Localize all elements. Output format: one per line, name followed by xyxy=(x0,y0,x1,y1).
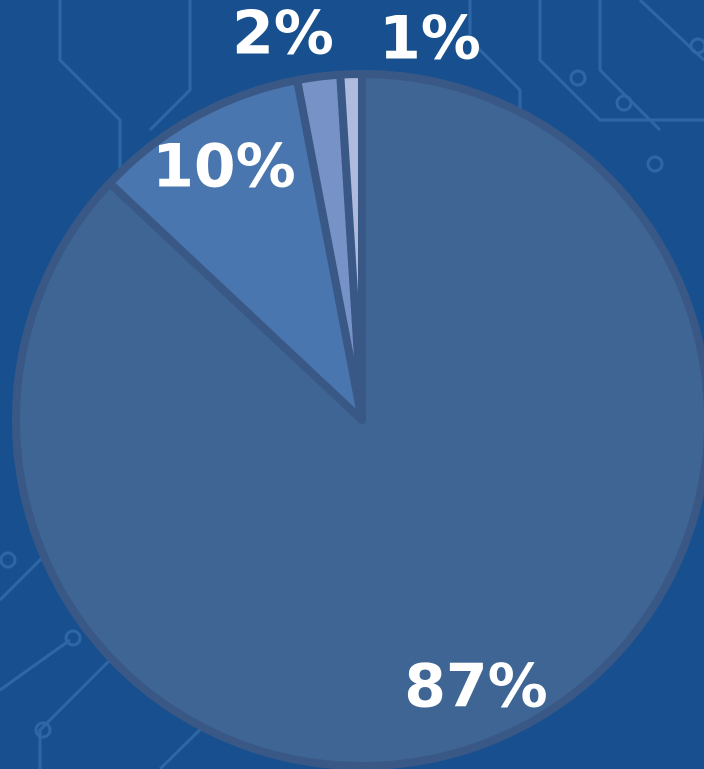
data-label: 10% xyxy=(152,132,296,202)
page: 87%10%2%1% (() => { const data = JSON.pa… xyxy=(0,0,704,769)
data-label: 1% xyxy=(379,4,481,74)
data-label: 2% xyxy=(232,0,334,69)
chart: 87% 10% 2% 1% xyxy=(0,0,704,769)
data-label: 87% xyxy=(404,652,548,722)
